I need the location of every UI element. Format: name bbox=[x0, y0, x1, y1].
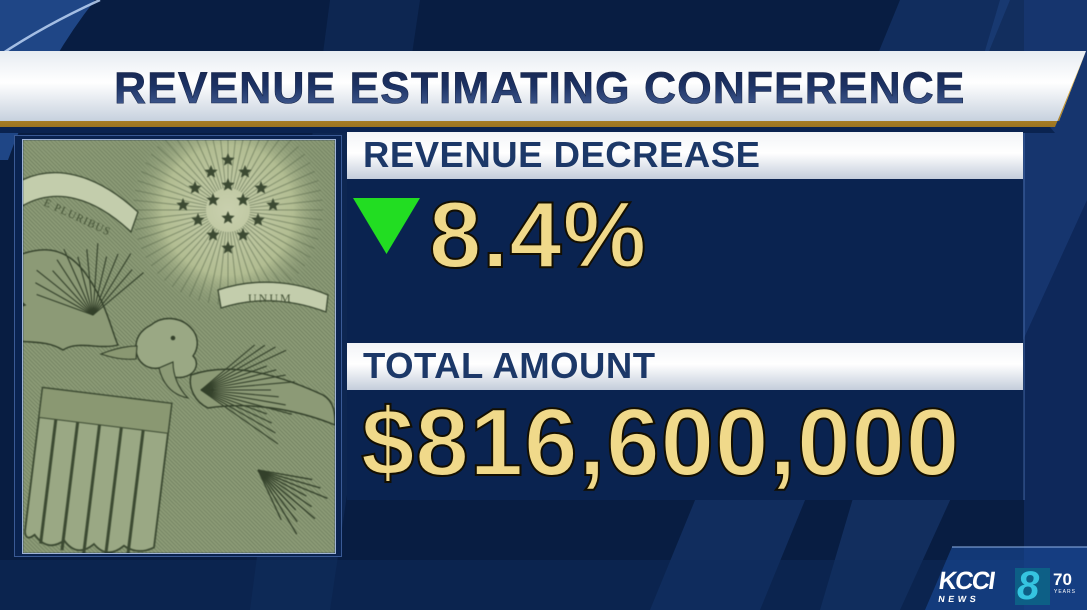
svg-text:8: 8 bbox=[1017, 566, 1040, 606]
svg-text:KCCI: KCCI bbox=[937, 567, 996, 595]
svg-text:YEARS: YEARS bbox=[1054, 589, 1076, 595]
svg-text:70: 70 bbox=[1053, 570, 1072, 589]
svg-text:NEWS: NEWS bbox=[938, 594, 980, 604]
